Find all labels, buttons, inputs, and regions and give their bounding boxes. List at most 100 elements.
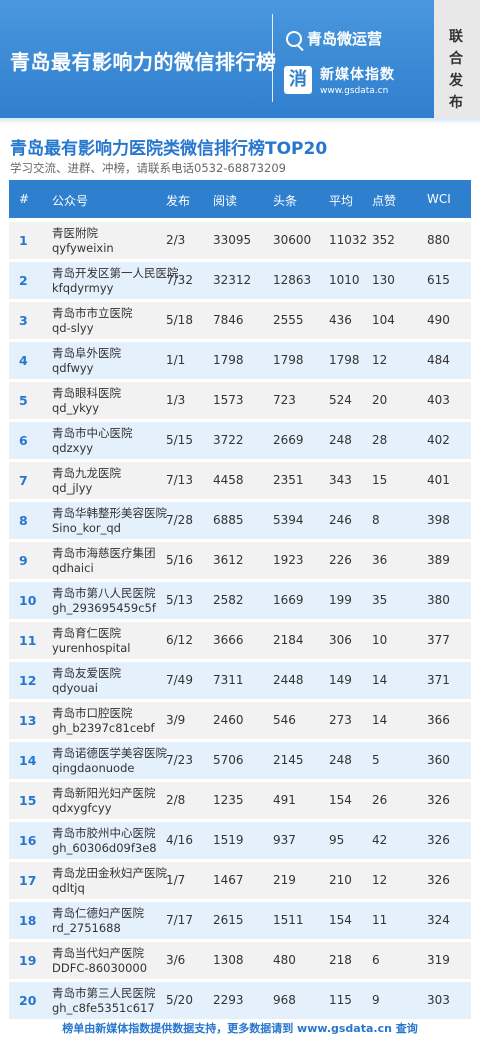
table-row: 14 青岛诺德医学美容医院 qingdaonuode 7/23 5706 2145 248 5… (9, 742, 471, 779)
headline-cell: 30600 (273, 233, 312, 247)
account-id: kfqdyrmyy (52, 281, 114, 295)
account-id: DDFC-86030000 (52, 961, 148, 975)
brand-secondary-url: www.gsdata.cn (320, 86, 389, 96)
read-cell: 2582 (213, 593, 244, 607)
likes-cell: 11 (372, 913, 388, 927)
headline-cell: 5394 (273, 513, 304, 527)
rank-cell: 13 (19, 713, 37, 728)
headline-cell: 968 (273, 993, 296, 1007)
average-cell: 436 (329, 313, 352, 327)
likes-cell: 42 (372, 833, 388, 847)
rank-cell: 18 (19, 913, 37, 928)
read-cell: 1308 (213, 953, 244, 967)
wci-cell: 371 (427, 673, 450, 687)
average-cell: 248 (329, 433, 352, 447)
wci-cell: 398 (427, 513, 450, 527)
account-id: gh_293695459c5f (52, 601, 156, 615)
table-row: 3 青岛市市立医院 qd-slyy 5/18 7846 2555 436 104 490 (9, 302, 471, 339)
account-id: qdxygfcyy (52, 801, 112, 815)
wci-cell: 366 (427, 713, 450, 727)
likes-cell: 14 (372, 713, 388, 727)
table-row: 20 青岛市第三人民医院 gh_c8fe5351c617 5/20 2293 968 115… (9, 982, 471, 1019)
account-name: 青医附院 (52, 226, 98, 240)
wci-cell: 403 (427, 393, 450, 407)
rank-cell: 14 (19, 753, 37, 768)
account-name: 青岛市市立医院 (52, 306, 133, 320)
table-row: 10 青岛市第八人民医院 gh_293695459c5f 5/13 2582 1669 19… (9, 582, 471, 619)
wci-cell: 326 (427, 873, 450, 887)
account-id: rd_2751688 (52, 921, 121, 935)
banner-shadow (0, 118, 480, 124)
account-name: 青岛市第三人民医院 (52, 986, 156, 1000)
wci-cell: 326 (427, 793, 450, 807)
banner-divider (272, 14, 273, 102)
wci-cell: 389 (427, 553, 450, 567)
headline-cell: 491 (273, 793, 296, 807)
table-row: 2 青岛开发区第一人民医院 kfqdyrmyy 7/32 32312 12863 1010 1… (9, 262, 471, 299)
rank-cell: 17 (19, 873, 37, 888)
account-name: 青岛龙田金秋妇产医院 (52, 866, 167, 880)
page-subtitle: 学习交流、进群、冲榜，请联系电话0532-68873209 (10, 161, 286, 175)
table-row: 19 青岛当代妇产医院 DDFC-86030000 3/6 1308 480 218 6 319 (9, 942, 471, 979)
rank-cell: 20 (19, 993, 37, 1008)
average-cell: 1010 (329, 273, 360, 287)
account-name: 青岛友爱医院 (52, 666, 121, 680)
average-cell: 154 (329, 913, 352, 927)
publish-cell: 4/16 (166, 833, 193, 847)
likes-cell: 8 (372, 513, 380, 527)
joint-release-label: 联合发布 (449, 29, 463, 111)
average-cell: 199 (329, 593, 352, 607)
banner: 青岛最有影响力的微信排行榜 青岛微运营 消 新媒体指数 www.gsdata.c… (0, 0, 480, 118)
table-row: 6 青岛市中心医院 qdzxyy 5/15 3722 2669 248 28 402 (9, 422, 471, 459)
headline-cell: 219 (273, 873, 296, 887)
rank-cell: 19 (19, 953, 37, 968)
wci-cell: 326 (427, 833, 450, 847)
col-header-account: 公众号 (52, 194, 89, 208)
publish-cell: 7/13 (166, 473, 193, 487)
rank-cell: 2 (19, 273, 28, 288)
account-name: 青岛市第八人民医院 (52, 586, 156, 600)
account-name: 青岛阜外医院 (52, 346, 121, 360)
likes-cell: 20 (372, 393, 388, 407)
wci-cell: 360 (427, 753, 450, 767)
rank-cell: 9 (19, 553, 28, 568)
likes-cell: 15 (372, 473, 388, 487)
likes-cell: 352 (372, 233, 395, 247)
account-name: 青岛开发区第一人民医院 (52, 266, 179, 280)
col-header-average: 平均 (329, 194, 354, 208)
rank-cell: 10 (19, 593, 37, 608)
publish-cell: 2/8 (166, 793, 186, 807)
average-cell: 154 (329, 793, 352, 807)
table-header: # 公众号 发布 阅读 头条 平均 点赞 WCI (9, 180, 471, 218)
likes-cell: 35 (372, 593, 388, 607)
col-header-publish: 发布 (166, 194, 191, 208)
account-name: 青岛仁德妇产医院 (52, 906, 144, 920)
publish-cell: 5/18 (166, 313, 193, 327)
rank-cell: 7 (19, 473, 28, 488)
likes-cell: 28 (372, 433, 388, 447)
col-header-read: 阅读 (213, 194, 238, 208)
read-cell: 3722 (213, 433, 244, 447)
ranking-table: 1 青医附院 qyfyweixin 2/3 33095 30600 11032 352 880 2… (9, 222, 471, 1022)
likes-cell: 5 (372, 753, 380, 767)
headline-cell: 1511 (273, 913, 304, 927)
page-title: 青岛最有影响力医院类微信排行榜TOP20 (10, 139, 328, 159)
wci-cell: 615 (427, 273, 450, 287)
account-name: 青岛市海慈医疗集团 (52, 546, 156, 560)
headline-cell: 723 (273, 393, 296, 407)
rank-cell: 3 (19, 313, 28, 328)
wci-cell: 401 (427, 473, 450, 487)
read-cell: 7311 (213, 673, 244, 687)
brand-primary-label: 青岛微运营 (307, 30, 383, 48)
headline-cell: 1798 (273, 353, 304, 367)
account-id: qyfyweixin (52, 241, 114, 255)
average-cell: 273 (329, 713, 352, 727)
publish-cell: 2/3 (166, 233, 186, 247)
account-id: qdhaici (52, 561, 94, 575)
account-id: gh_60306d09f3e8 (52, 841, 157, 855)
brand-secondary-name: 新媒体指数 (320, 67, 395, 83)
publish-cell: 5/16 (166, 553, 193, 567)
headline-cell: 12863 (273, 273, 312, 287)
headline-cell: 480 (273, 953, 296, 967)
col-header-likes: 点赞 (372, 194, 397, 208)
